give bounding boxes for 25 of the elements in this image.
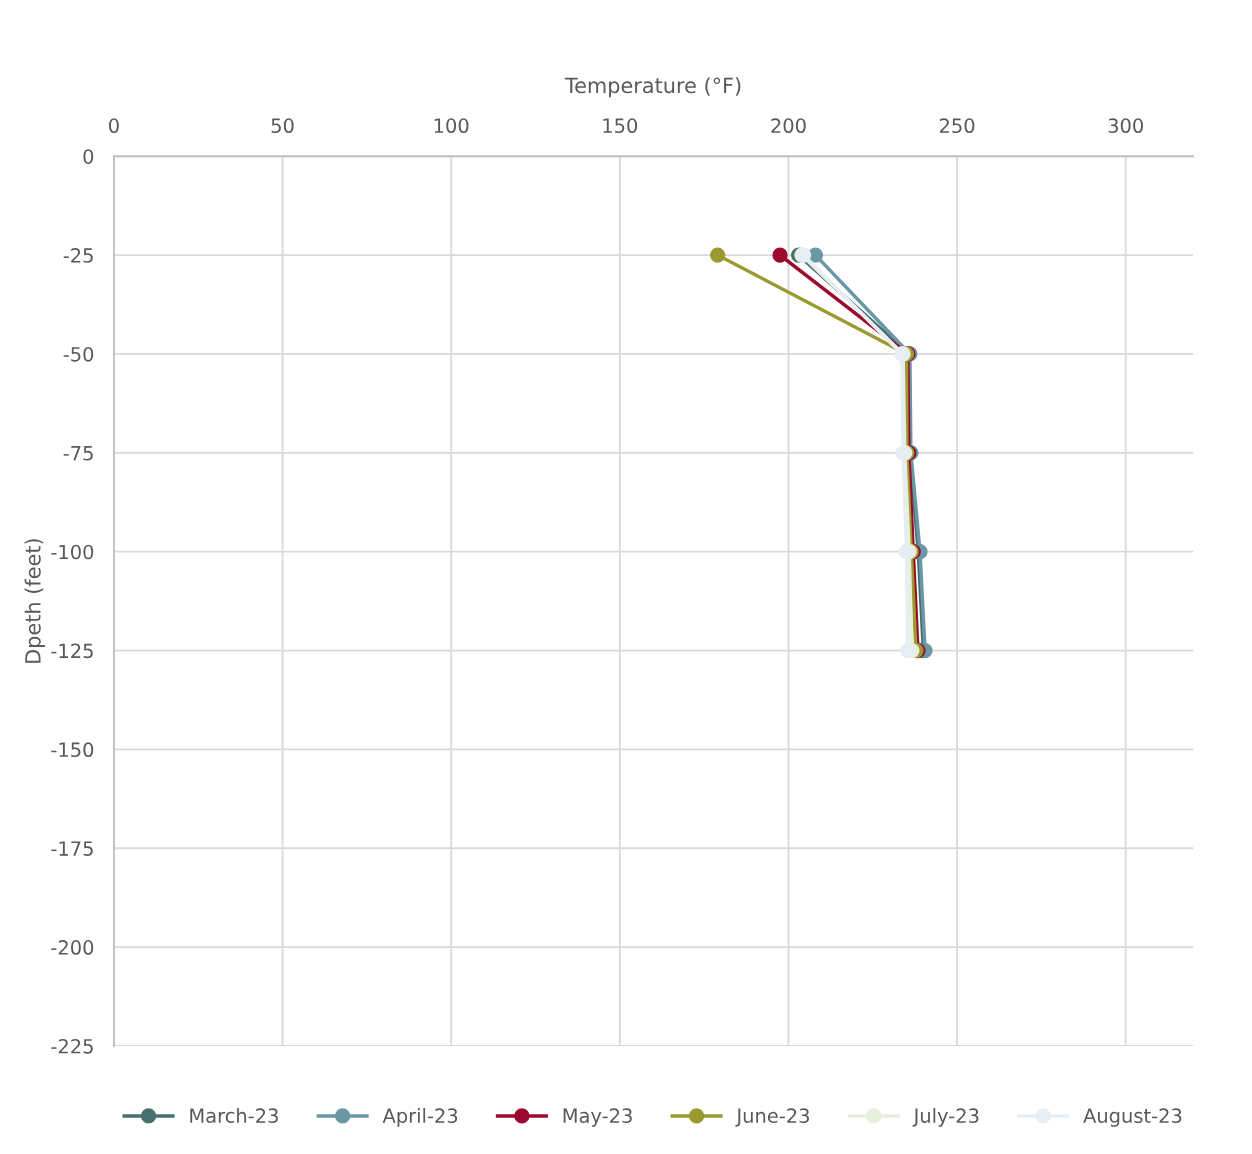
y-tick-label: -175: [51, 841, 93, 856]
x-tick-label: 300: [1108, 118, 1143, 134]
legend-label: July-23: [912, 1107, 979, 1127]
x-tick-label: 150: [603, 118, 638, 134]
y-tick-label: -50: [63, 346, 94, 362]
y-tick-label: -125: [51, 643, 93, 659]
y-tick-label: -75: [63, 446, 93, 461]
y-tick-label: -100: [51, 544, 94, 560]
legend-label: May-23: [563, 1108, 632, 1127]
y-tick-label: -200: [51, 940, 94, 955]
y-tick-label: 0: [83, 149, 94, 164]
y-tick-label: -25: [63, 248, 93, 263]
x-tick-label: 50: [271, 118, 294, 134]
x-tick-label: 0: [109, 118, 119, 134]
y-axis-title: Dpeth (feet): [24, 539, 45, 663]
y-tick-label: -150: [51, 742, 94, 758]
x-axis-title: Temperature (°F): [564, 77, 741, 98]
legend-label: April-23: [382, 1107, 458, 1127]
x-tick-label: 250: [939, 118, 975, 134]
x-tick-label: 200: [771, 118, 806, 134]
x-tick-label: 100: [434, 118, 469, 134]
y-tick-label: -225: [51, 1038, 93, 1054]
legend-label: March-23: [190, 1107, 278, 1124]
legend-label: June-23: [735, 1108, 809, 1127]
legend-label: August-23: [1083, 1108, 1182, 1127]
